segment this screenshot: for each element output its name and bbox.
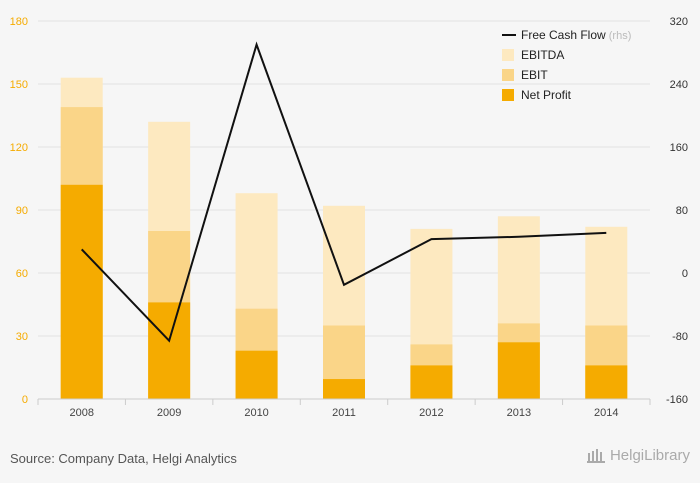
right-tick-label: 240 — [670, 79, 688, 91]
left-tick-label: 0 — [22, 394, 28, 406]
source-note: Source: Company Data, Helgi Analytics — [10, 451, 237, 466]
free-cash-flow-line — [80, 41, 607, 343]
net-profit-bar — [323, 379, 365, 399]
category-label: 2008 — [69, 407, 93, 419]
net-profit-bar — [148, 302, 191, 399]
helgi-library-logo[interactable]: HelgiLibrary — [586, 447, 690, 464]
category-label: 2011 — [332, 407, 356, 419]
legend-swatch — [502, 49, 514, 61]
category-label: 2009 — [157, 407, 181, 419]
legend-label: Free Cash Flow (rhs) — [521, 28, 631, 42]
net-profit-bar — [497, 342, 540, 399]
category-label: 2010 — [244, 407, 268, 419]
left-tick-label: 90 — [16, 205, 28, 217]
left-tick-label: 150 — [10, 79, 28, 91]
left-tick-label: 60 — [16, 268, 28, 280]
category-label: 2012 — [419, 407, 443, 419]
right-tick-label: -80 — [672, 331, 688, 343]
legend-suffix: (rhs) — [606, 30, 632, 42]
library-building-icon — [586, 448, 605, 463]
category-label: 2014 — [594, 407, 618, 419]
legend-label: Net Profit — [521, 88, 572, 102]
net-profit-bar — [410, 365, 453, 399]
legend-swatch — [502, 69, 514, 81]
net-profit-bar — [60, 184, 103, 399]
net-profit-bar — [585, 365, 628, 399]
legend-label: EBIT — [521, 68, 548, 82]
right-tick-label: 160 — [670, 142, 688, 154]
right-tick-label: 0 — [682, 268, 688, 280]
left-tick-label: 120 — [10, 142, 28, 154]
legend-swatch — [502, 89, 514, 101]
right-tick-label: 320 — [670, 16, 688, 28]
category-label: 2013 — [507, 407, 531, 419]
left-tick-label: 30 — [16, 331, 28, 343]
right-tick-label: -160 — [666, 394, 688, 406]
logo-text: HelgiLibrary — [609, 447, 690, 464]
net-profit-bar — [235, 350, 278, 399]
right-tick-label: 80 — [676, 205, 688, 217]
left-tick-label: 180 — [10, 16, 28, 28]
legend-label: EBITDA — [521, 48, 564, 62]
